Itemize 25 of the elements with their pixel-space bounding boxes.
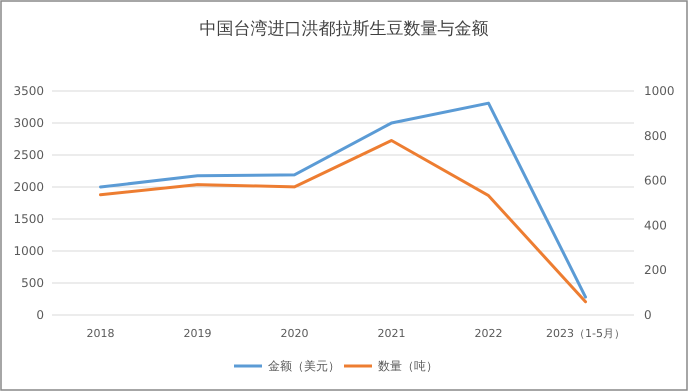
x-tick-label: 2022	[474, 327, 502, 340]
y-tick-label: 3000	[13, 116, 44, 130]
x-tick-label: 2019	[184, 327, 212, 340]
x-tick-label: 2023（1-5月）	[546, 327, 625, 340]
y-tick-label: 2000	[13, 180, 44, 194]
y-tick-label: 3500	[13, 84, 44, 98]
chart-title: 中国台湾进口洪都拉斯生豆数量与金额	[200, 19, 488, 39]
y2-tick-label: 400	[644, 218, 667, 232]
x-tick-label: 2018	[86, 327, 114, 340]
y2-tick-label: 200	[644, 263, 667, 278]
x-tick-label: 2021	[378, 327, 406, 340]
y2-tick-label: 600	[644, 174, 667, 188]
y-tick-label: 2500	[13, 148, 44, 162]
y2-tick-label: 0	[644, 308, 652, 322]
line-series	[99, 139, 587, 304]
y2-tick-label: 1000	[644, 84, 675, 98]
line-series	[99, 102, 587, 299]
y-tick-label: 500	[21, 276, 44, 290]
y-tick-label: 1000	[13, 244, 44, 258]
y-tick-label: 1500	[13, 212, 44, 226]
y-tick-label: 0	[36, 308, 44, 322]
y2-tick-label: 800	[644, 128, 667, 143]
legend-label: 数量（吨）	[378, 359, 438, 373]
x-tick-label: 2020	[280, 327, 308, 340]
legend-label: 金额（美元）	[268, 359, 340, 373]
